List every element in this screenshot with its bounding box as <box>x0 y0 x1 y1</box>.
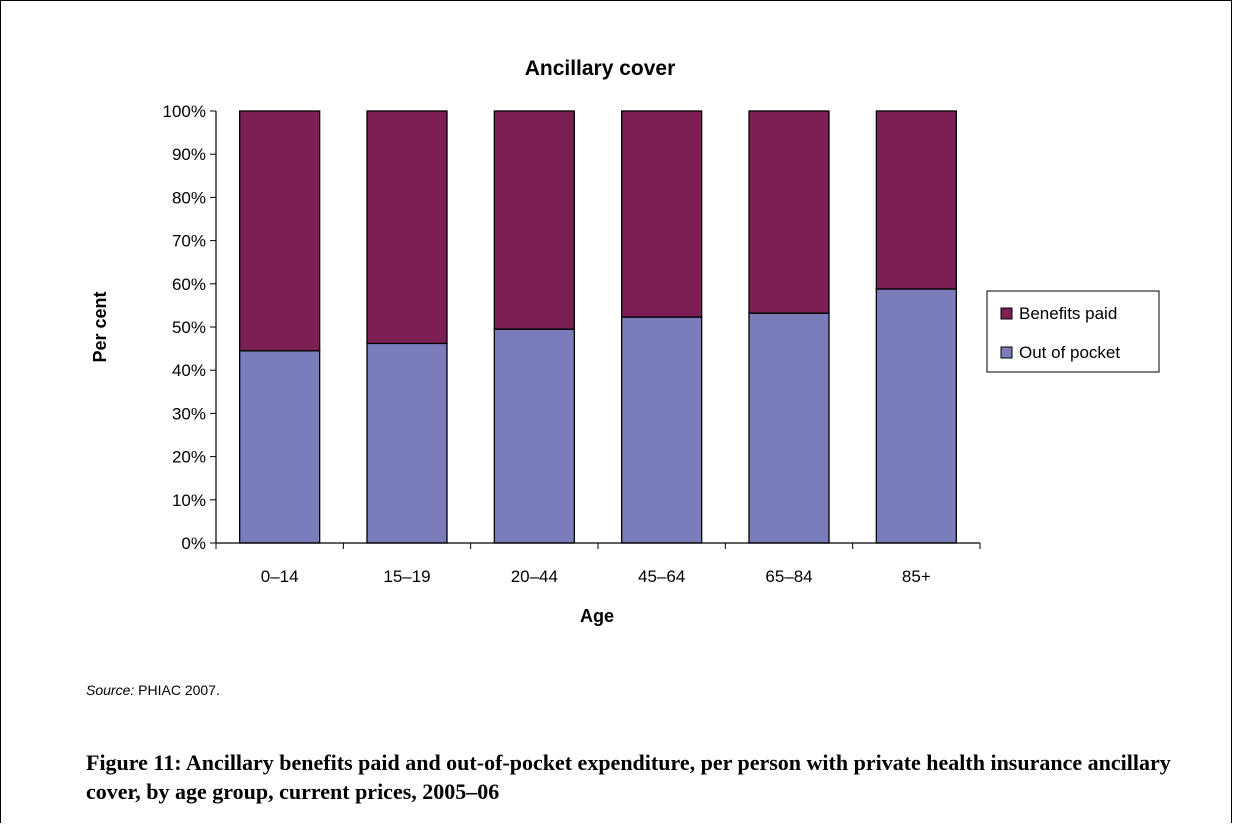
chart-title: Ancillary cover <box>525 57 676 80</box>
legend-box <box>986 290 1160 373</box>
source-text: PHIAC 2007. <box>134 682 220 698</box>
bar-segment-benefits-paid <box>621 110 703 318</box>
y-tick-label: 40% <box>172 361 206 380</box>
y-tick-label: 70% <box>172 232 206 251</box>
x-axis-ticks: 0–14 15–19 20–44 45–64 65–84 85+ <box>215 543 981 586</box>
y-axis-ticks: 0% 10% 20% 30% 40% 50% 60% 70% 80% 90% 100% <box>163 102 216 553</box>
legend-label-out-of-pocket: Out of pocket <box>1019 343 1120 362</box>
source-note: Source: PHIAC 2007. <box>86 682 220 698</box>
bar-segment-out-of-pocket <box>621 316 703 544</box>
y-tick-label: 30% <box>172 404 206 423</box>
bar-segment-out-of-pocket <box>875 288 957 544</box>
legend-swatch-out-of-pocket <box>1000 346 1013 359</box>
source-label: Source: <box>86 682 135 698</box>
x-tick-label: 15–19 <box>383 567 430 586</box>
legend-label-benefits-paid: Benefits paid <box>1019 304 1117 323</box>
bar-segment-benefits-paid <box>366 110 448 345</box>
stacked-bar-chart: Ancillary cover Per cent Age 0% 10% 20% 30%… <box>90 57 1160 626</box>
y-tick-label: 60% <box>172 275 206 294</box>
figure-caption: Figure 11: Ancillary benefits paid and o… <box>86 750 1171 804</box>
y-tick-label: 100% <box>163 102 206 121</box>
legend: Benefits paid Out of pocket <box>986 290 1160 373</box>
bar-segment-benefits-paid <box>748 110 830 314</box>
bar-segment-out-of-pocket <box>239 350 321 544</box>
bar-segment-benefits-paid <box>239 110 321 352</box>
y-tick-label: 50% <box>172 318 206 337</box>
y-tick-label: 0% <box>181 534 206 553</box>
y-tick-label: 20% <box>172 448 206 467</box>
bar-segment-out-of-pocket <box>493 328 575 544</box>
x-tick-label: 85+ <box>902 567 931 586</box>
bars <box>239 110 957 544</box>
bar-segment-benefits-paid <box>875 110 957 290</box>
y-tick-label: 80% <box>172 188 206 207</box>
y-tick-label: 10% <box>172 491 206 510</box>
axes <box>215 111 980 544</box>
bar-segment-out-of-pocket <box>748 312 830 544</box>
y-axis-title: Per cent <box>90 291 110 362</box>
x-axis-title: Age <box>580 606 614 626</box>
legend-swatch-benefits-paid <box>1000 307 1013 320</box>
x-tick-label: 0–14 <box>261 567 299 586</box>
x-tick-label: 45–64 <box>638 567 685 586</box>
x-tick-label: 65–84 <box>765 567 812 586</box>
bar-segment-benefits-paid <box>493 110 575 330</box>
bar-segment-out-of-pocket <box>366 342 448 544</box>
x-tick-label: 20–44 <box>511 567 558 586</box>
y-tick-label: 90% <box>172 145 206 164</box>
